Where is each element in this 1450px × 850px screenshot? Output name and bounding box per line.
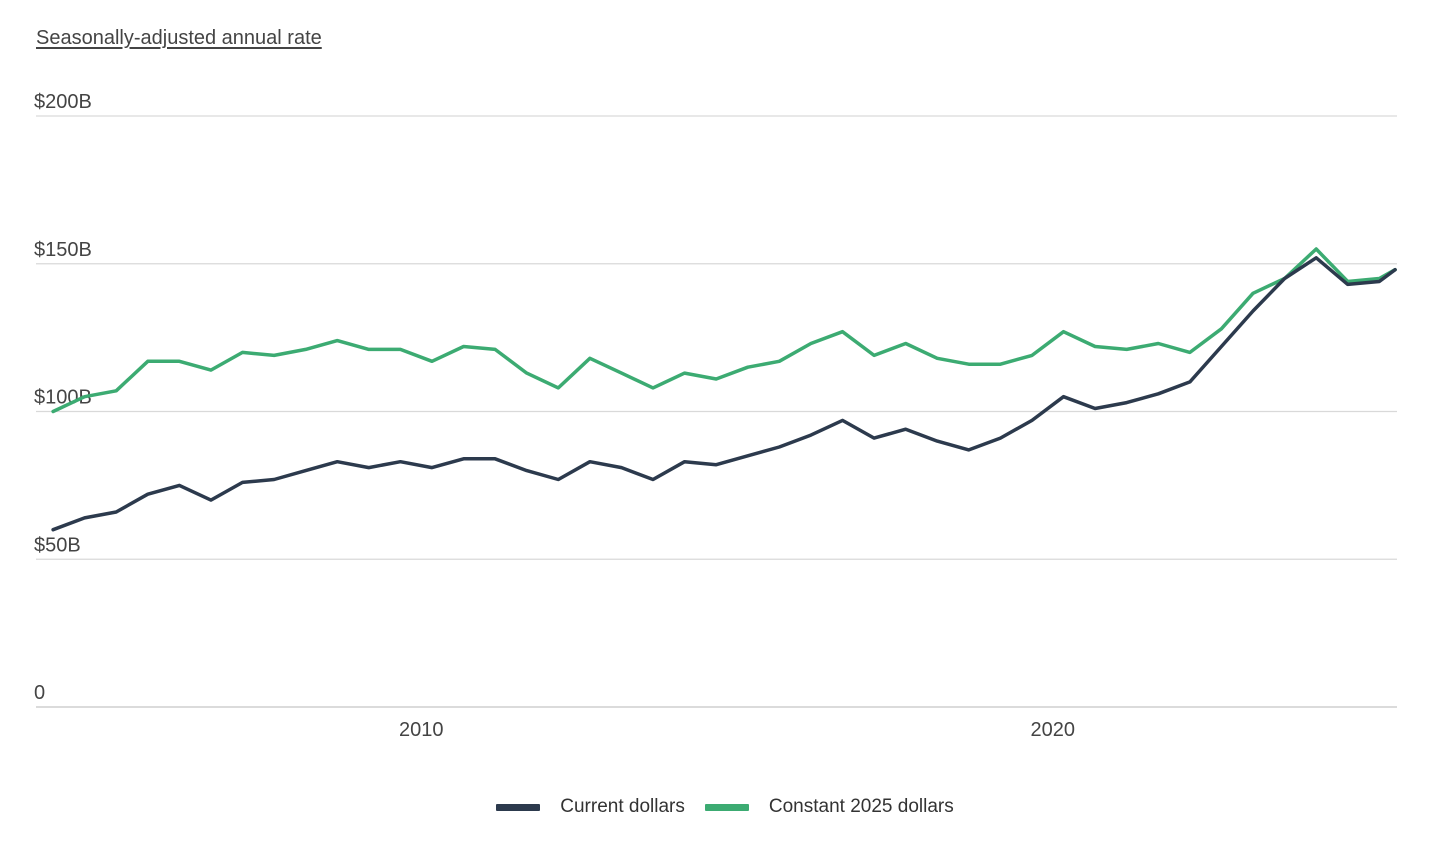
y-tick-label: $100B	[34, 387, 92, 409]
x-axis-ticks: 2010 2020	[399, 719, 1075, 741]
y-axis-ticks: 0 $50B $100B $150B $200B	[34, 91, 92, 704]
y-tick-label: $200B	[34, 91, 92, 113]
legend-swatch-current	[496, 803, 541, 811]
legend: Current dollars Constant 2025 dollars	[0, 796, 1450, 818]
legend-item-current[interactable]: Current dollars	[496, 796, 685, 818]
legend-label-current: Current dollars	[560, 796, 685, 817]
gridlines	[36, 115, 1397, 708]
legend-swatch-constant	[704, 803, 749, 811]
series-line-constant-dollars	[51, 247, 1397, 414]
y-tick-label: 0	[34, 682, 45, 704]
y-tick-label: $50B	[34, 534, 81, 556]
series-line-current-dollars	[51, 256, 1397, 532]
chart-subtitle: Seasonally-adjusted annual rate	[36, 27, 322, 49]
legend-label-constant: Constant 2025 dollars	[768, 796, 954, 817]
legend-item-constant[interactable]: Constant 2025 dollars	[704, 796, 954, 818]
line-chart: 0 $50B $100B $150B $200B 2010 2020	[34, 91, 1397, 741]
y-tick-label: $150B	[34, 239, 92, 261]
x-tick-label: 2010	[399, 719, 444, 741]
x-tick-label: 2020	[1031, 719, 1076, 741]
series-lines	[51, 247, 1397, 532]
